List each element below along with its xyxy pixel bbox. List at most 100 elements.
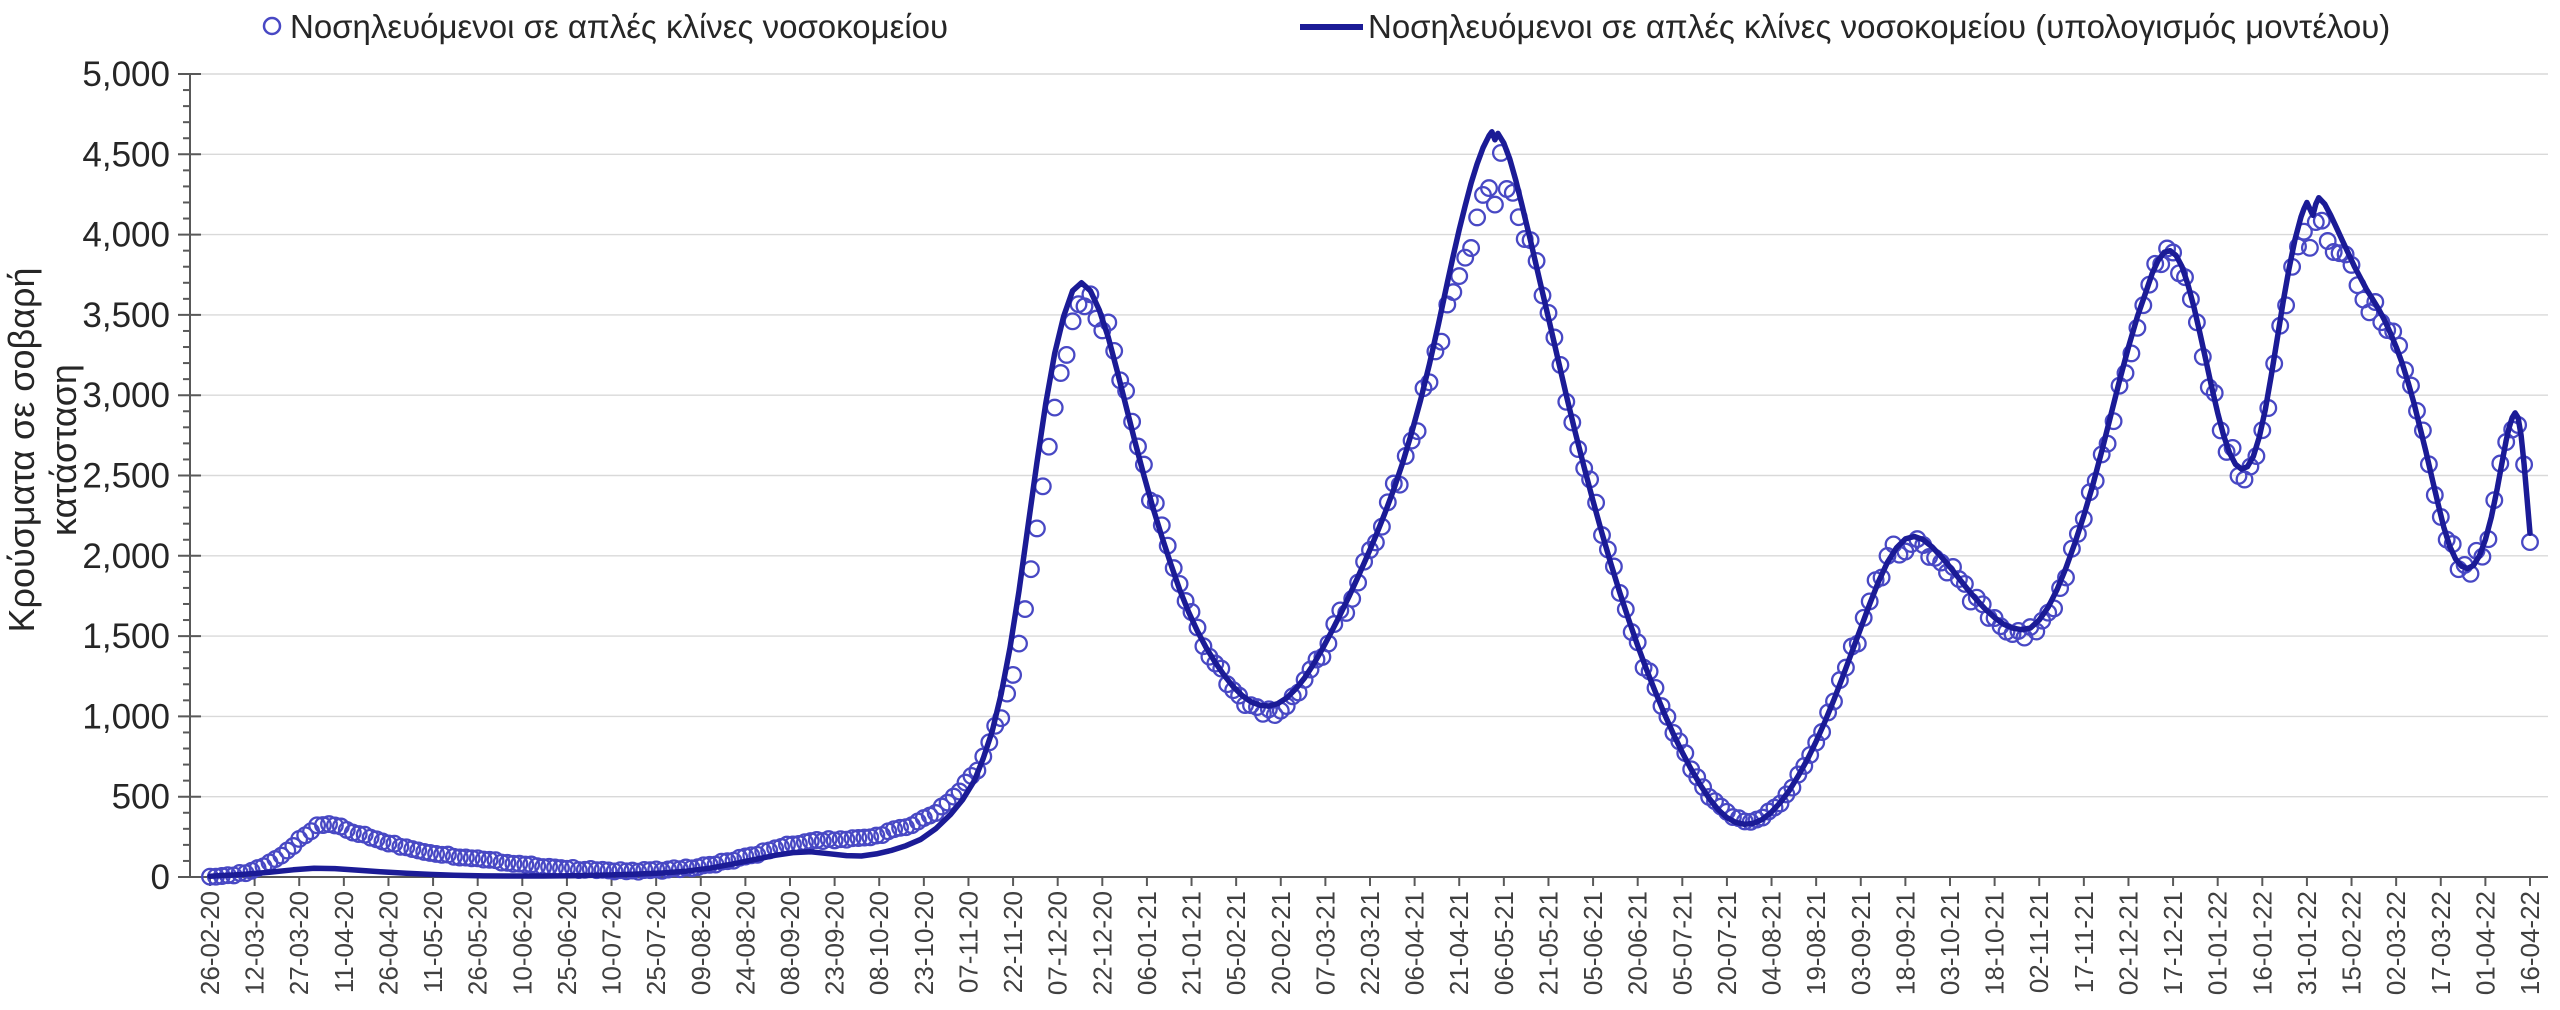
y-tick-label: 2,500 [82, 457, 170, 496]
data-series [201, 129, 2539, 886]
legend-label-model: Νοσηλευόμενοι σε απλές κλίνες νοσοκομείο… [1368, 8, 2390, 45]
observed-point [325, 816, 344, 835]
x-tick-label: 11-04-20 [329, 891, 359, 993]
observed-point [456, 848, 475, 867]
observed-point [2312, 211, 2331, 230]
observed-point [742, 846, 761, 865]
y-tick-label: 3,000 [82, 376, 170, 415]
observed-point [308, 816, 327, 835]
observed-point [1753, 808, 1772, 827]
observed-point [391, 837, 410, 856]
x-tick-label: 24-08-20 [730, 891, 760, 995]
observed-point [450, 848, 469, 867]
observed-point [1485, 195, 1504, 214]
observed-point [891, 818, 910, 837]
observed-point [427, 844, 446, 863]
observed-point [1259, 700, 1278, 719]
observed-point [272, 846, 291, 865]
observed-point [1450, 267, 1469, 286]
observed-point [938, 793, 957, 812]
x-tick-label: 21-04-21 [1444, 891, 1474, 995]
x-tick-label: 05-02-21 [1221, 891, 1251, 995]
x-tick-label: 07-11-20 [953, 891, 983, 993]
observed-point [421, 843, 440, 862]
observed-point [1033, 477, 1052, 496]
observed-point [2521, 533, 2539, 552]
x-tick-label: 01-04-22 [2470, 891, 2500, 995]
observed-point [1301, 660, 1320, 679]
observed-point [444, 847, 463, 866]
observed-point [492, 853, 511, 872]
x-tick-label: 10-07-20 [597, 891, 627, 995]
observed-point [516, 855, 535, 874]
x-tick-label: 10-06-20 [507, 891, 537, 995]
x-tick-label: 01-01-22 [2203, 891, 2233, 995]
observed-point [635, 861, 654, 879]
x-tick-label: 02-11-21 [2024, 891, 2054, 993]
observed-point [379, 834, 398, 853]
y-axis-title-line1: Κρούσματα σε σοβαρή [1, 267, 42, 632]
observed-point [1468, 208, 1487, 227]
observed-point [2300, 238, 2319, 257]
x-tick-label: 23-09-20 [820, 891, 850, 995]
observed-point [510, 854, 529, 873]
y-tick-label: 500 [112, 778, 170, 817]
observed-point [665, 859, 683, 878]
observed-point [1039, 437, 1058, 456]
observed-point [1462, 239, 1481, 257]
observed-point [1051, 364, 1070, 382]
observed-point [712, 852, 731, 871]
y-tick-label: 5,000 [82, 55, 170, 94]
y-tick-label: 0 [151, 858, 170, 897]
x-tick-label: 22-03-21 [1355, 891, 1385, 995]
y-axis-title: Κρούσματα σε σοβαρή κατάσταση [1, 267, 84, 632]
x-tick-label: 21-01-21 [1177, 891, 1207, 995]
x-tick-label: 18-09-21 [1890, 891, 1920, 995]
observed-point [462, 849, 481, 868]
x-tick-label: 08-09-20 [775, 891, 805, 995]
x-tick-label: 03-10-21 [1935, 891, 1965, 995]
x-tick-label: 22-11-20 [998, 891, 1028, 993]
x-tick-label: 02-03-22 [2381, 891, 2411, 995]
x-tick-label: 07-03-21 [1310, 891, 1340, 995]
x-tick-label: 17-11-21 [2069, 891, 2099, 993]
observed-point [2366, 293, 2385, 311]
y-tick-label: 1,000 [82, 697, 170, 736]
observed-point [843, 829, 862, 848]
observed-point [1045, 398, 1064, 417]
observed-point [1771, 794, 1790, 813]
observed-point [617, 862, 636, 881]
x-tick-label: 27-03-20 [284, 891, 314, 995]
observed-point [1480, 179, 1498, 198]
x-tick-label: 26-04-20 [373, 891, 403, 995]
observed-point [480, 850, 499, 869]
observed-point [1057, 345, 1076, 364]
observed-point [831, 830, 850, 849]
x-tick-label: 05-06-21 [1578, 891, 1608, 995]
y-tick-label: 1,500 [82, 617, 170, 656]
x-tick-label: 19-08-21 [1801, 891, 1831, 995]
x-tick-label: 06-04-21 [1400, 891, 1430, 995]
x-tick-label: 18-10-21 [1980, 891, 2010, 995]
x-tick-label: 20-06-21 [1623, 891, 1653, 995]
observed-point [1206, 654, 1225, 673]
y-axis-title-line2: κατάσταση [43, 364, 84, 536]
x-tick-label: 20-07-21 [1712, 891, 1742, 995]
observed-point [314, 816, 332, 835]
x-tick-label: 06-01-21 [1132, 891, 1162, 995]
y-tick-label: 4,500 [82, 135, 170, 174]
observed-point [474, 850, 493, 869]
x-tick-label: 26-05-20 [463, 891, 493, 995]
x-tick-label: 08-10-20 [864, 891, 894, 995]
x-tick-label: 31-01-22 [2292, 891, 2322, 995]
chart-legend: Νοσηλευόμενοι σε απλές κλίνες νοσοκομείο… [262, 8, 2390, 45]
observed-point [587, 861, 606, 880]
y-tick-label: 4,000 [82, 216, 170, 255]
x-tick-label: 21-05-21 [1533, 891, 1563, 995]
y-tick-label: 3,500 [82, 296, 170, 335]
x-tick-label: 11-05-20 [418, 891, 448, 993]
x-tick-label: 16-04-22 [2515, 891, 2545, 995]
observed-point [2360, 303, 2379, 322]
